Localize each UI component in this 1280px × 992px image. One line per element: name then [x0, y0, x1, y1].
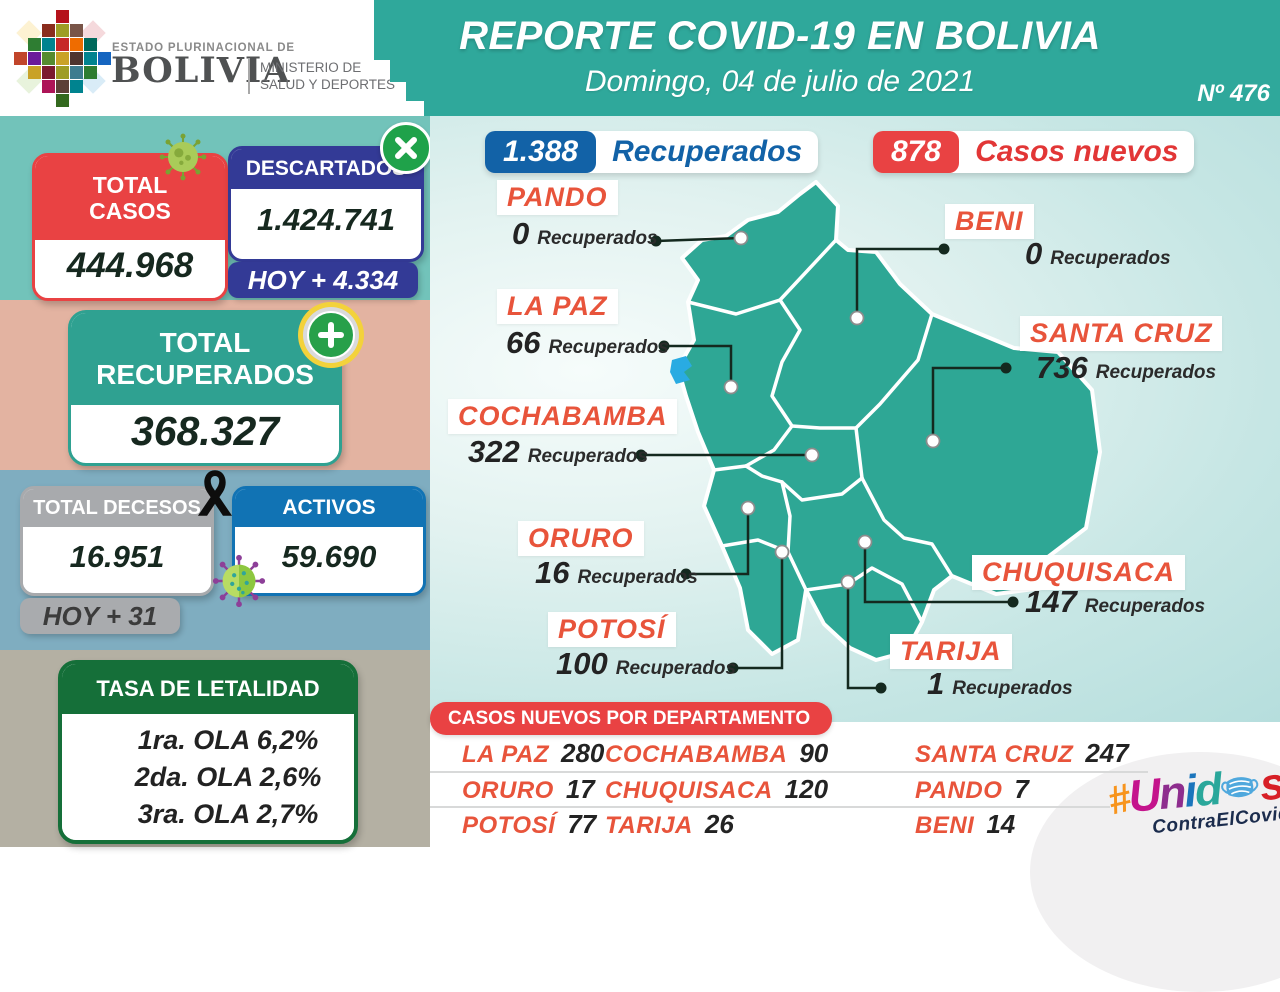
map-label-santa-cruz: SANTA CRUZ	[1020, 316, 1223, 351]
map-value-tarija: 1 Recuperados	[927, 666, 1073, 701]
virus-icon	[159, 133, 207, 181]
table-cell: LA PAZ 280	[462, 738, 605, 768]
table-separator	[430, 806, 1110, 808]
active-cases-value: 59.690	[235, 527, 423, 587]
total-cases-card: TOTAL CASOS 444.968	[32, 153, 228, 301]
table-cell: SANTA CRUZ 247	[915, 738, 1129, 768]
map-value-pando: 0 Recuperados	[512, 216, 658, 251]
total-deaths-value: 16.951	[23, 527, 211, 587]
logo-divider	[248, 58, 250, 94]
map-label-potosi: POTOSÍ	[548, 612, 676, 647]
active-cases-card: ACTIVOS 59.690	[232, 486, 426, 596]
map-value-cochabamba: 322 Recuperados	[468, 434, 649, 469]
virus-icon	[212, 554, 266, 608]
table-cell: TARIJA 26	[605, 809, 734, 839]
map-value-chuquisaca: 147 Recuperados	[1025, 584, 1206, 619]
government-logo-block: ESTADO PLURINACIONAL DE BOLIVIA MINISTER…	[0, 0, 424, 116]
total-deaths-label: TOTAL DECESOS	[23, 489, 211, 527]
map-label-oruro: ORURO	[518, 521, 644, 556]
lethality-row-3: 3ra. OLA 2,7%	[137, 798, 319, 829]
map-label-chuquisaca: CHUQUISACA	[972, 555, 1186, 590]
map-label-tarija: TARIJA	[890, 634, 1012, 669]
discarded-today-bar: HOY + 4.334	[228, 262, 418, 298]
total-recovered-card: TOTAL RECUPERADOS 368.327	[68, 310, 342, 466]
lethality-label: TASA DE LETALIDAD	[62, 664, 354, 714]
table-cell: PANDO 7	[915, 774, 1029, 804]
bolivia-textile-emblem-icon	[14, 10, 111, 107]
lethality-row-2: 2da. OLA 2,6%	[134, 761, 322, 792]
new-cases-table-title: CASOS NUEVOS POR DEPARTAMENTO	[430, 702, 832, 735]
map-label-beni: BENI	[945, 204, 1034, 239]
new-cases-badge-label: Casos nuevos	[975, 135, 1179, 168]
table-cell: ORURO 17	[462, 774, 595, 804]
lethality-card: TASA DE LETALIDAD 1ra. OLA 6,2% 2da. OLA…	[58, 660, 358, 844]
total-recovered-label: TOTAL RECUPERADOS	[71, 313, 339, 405]
face-mask-icon	[1221, 777, 1259, 798]
map-value-potosi: 100 Recuperados	[556, 646, 737, 681]
total-cases-label: TOTAL CASOS	[35, 156, 225, 240]
report-date: Domingo, 04 de julio de 2021	[584, 65, 976, 98]
active-cases-label: ACTIVOS	[235, 489, 423, 527]
logo-country-name: BOLIVIA	[111, 50, 291, 91]
map-value-oruro: 16 Recuperados	[535, 555, 698, 590]
table-cell: BENI 14	[915, 809, 1016, 839]
mourning-ribbon-icon	[197, 470, 233, 516]
total-deaths-card: TOTAL DECESOS 16.951	[20, 486, 214, 596]
table-cell: CHUQUISACA 120	[605, 774, 829, 804]
recovered-badge: 1.388 Recuperados	[485, 131, 819, 173]
lethality-row-1: 1ra. OLA 6,2%	[137, 724, 319, 755]
total-cases-value: 444.968	[35, 240, 225, 292]
table-cell: POTOSÍ 77	[462, 809, 597, 839]
x-circle-icon	[380, 122, 432, 174]
total-recovered-value: 368.327	[71, 405, 339, 457]
new-cases-badge-value: 878	[873, 131, 960, 173]
lethality-rows: 1ra. OLA 6,2% 2da. OLA 2,6% 3ra. OLA 2,7…	[62, 714, 354, 840]
discarded-value: 1.424.741	[231, 189, 421, 251]
unidos-campaign-logo: #Unid s	[1103, 757, 1280, 824]
map-label-cochabamba: COCHABAMBA	[448, 399, 678, 434]
logo-pretitle: ESTADO PLURINACIONAL DE	[112, 42, 295, 54]
page-title: REPORTE COVID-19 EN BOLIVIA	[459, 14, 1101, 58]
map-label-pando: PANDO	[497, 180, 618, 215]
map-value-santa-cruz: 736 Recuperados	[1036, 350, 1217, 385]
recovered-badge-label: Recuperados	[612, 135, 803, 168]
plus-circle-icon	[298, 302, 364, 368]
table-separator	[430, 771, 1148, 773]
logo-ministry: MINISTERIO DE SALUD Y DEPORTES	[260, 60, 396, 92]
report-number: Nº 476	[1197, 80, 1270, 107]
table-cell: COCHABAMBA 90	[605, 738, 829, 768]
map-value-la-paz: 66 Recuperados	[506, 325, 669, 360]
map-value-beni: 0 Recuperados	[1025, 236, 1171, 271]
new-cases-badge: 878 Casos nuevos	[873, 131, 1195, 173]
deaths-today-bar: HOY + 31	[20, 598, 180, 634]
recovered-badge-value: 1.388	[485, 131, 597, 173]
map-label-la-paz: LA PAZ	[497, 289, 618, 324]
